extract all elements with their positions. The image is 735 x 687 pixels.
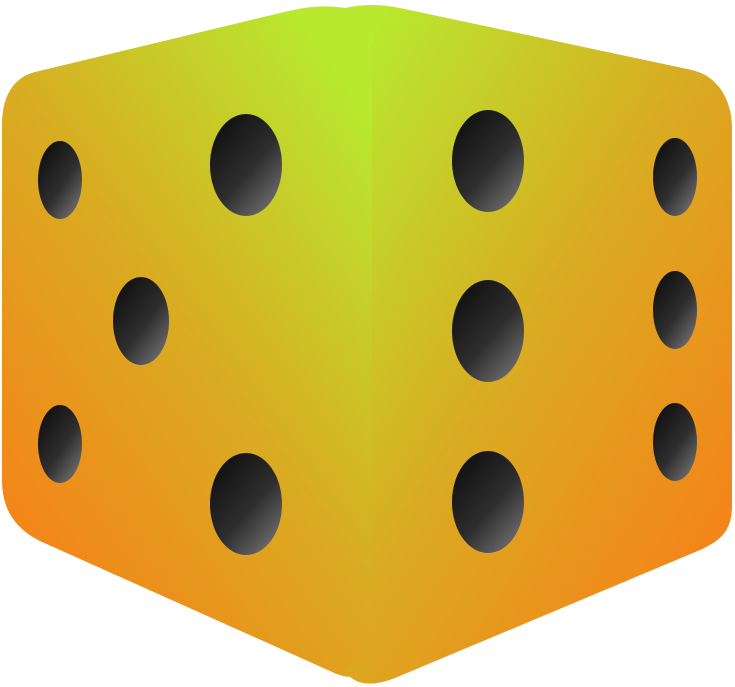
pip	[452, 110, 524, 212]
die-right-face	[345, 5, 732, 684]
pip	[38, 141, 82, 219]
die-left-face	[2, 6, 372, 677]
pip	[452, 280, 524, 382]
pip	[653, 403, 697, 481]
left-face-pips	[38, 114, 282, 555]
pip	[113, 277, 169, 365]
pip	[210, 453, 282, 555]
pip	[653, 271, 697, 349]
right-face-pips	[452, 110, 697, 553]
pip	[38, 405, 82, 483]
pip	[653, 138, 697, 216]
pip	[452, 451, 524, 553]
pip	[210, 114, 282, 216]
